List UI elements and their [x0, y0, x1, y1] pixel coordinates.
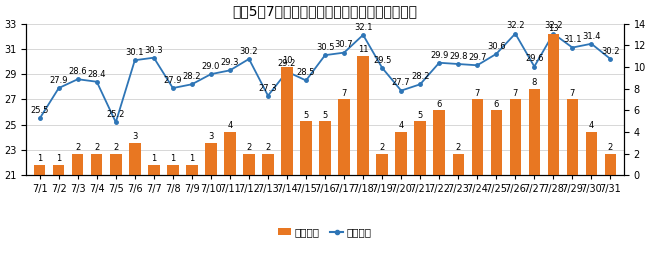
Text: 1: 1: [170, 154, 176, 163]
Text: 3: 3: [208, 132, 214, 141]
Text: 4: 4: [227, 121, 233, 131]
Text: 27.7: 27.7: [392, 78, 410, 88]
Bar: [129, 143, 140, 175]
Text: 30.6: 30.6: [487, 42, 506, 51]
Text: 8: 8: [532, 78, 537, 87]
Text: 5: 5: [322, 111, 328, 120]
Text: 2: 2: [246, 143, 252, 152]
Bar: [434, 110, 445, 175]
Text: 32.1: 32.1: [354, 23, 372, 32]
Title: 令和5年7月の日別暑さ指数（実測）と搬送者数: 令和5年7月の日別暑さ指数（実測）と搬送者数: [233, 4, 417, 18]
Text: 29.7: 29.7: [468, 53, 486, 62]
Text: 11: 11: [358, 45, 369, 54]
Bar: [281, 67, 292, 175]
Text: 29.5: 29.5: [373, 56, 391, 65]
Text: 2: 2: [94, 143, 99, 152]
Bar: [205, 143, 216, 175]
Bar: [186, 165, 198, 175]
Text: 3: 3: [132, 132, 138, 141]
Bar: [376, 154, 388, 175]
Text: 1: 1: [56, 154, 61, 163]
Bar: [53, 165, 64, 175]
Bar: [263, 154, 274, 175]
Text: 29.6: 29.6: [525, 54, 543, 63]
Text: 6: 6: [493, 100, 499, 109]
Text: 30.2: 30.2: [601, 47, 619, 56]
Text: 28.2: 28.2: [183, 72, 201, 81]
Text: 2: 2: [113, 143, 118, 152]
Text: 2: 2: [380, 143, 385, 152]
Bar: [452, 154, 464, 175]
Bar: [339, 99, 350, 175]
Bar: [167, 165, 179, 175]
Text: 32.2: 32.2: [544, 21, 563, 31]
Text: 30.3: 30.3: [144, 46, 163, 55]
Text: 28.2: 28.2: [411, 72, 430, 81]
Bar: [300, 121, 312, 175]
Text: 4: 4: [589, 121, 594, 131]
Text: 2: 2: [456, 143, 461, 152]
Text: 28.5: 28.5: [297, 68, 315, 77]
Bar: [604, 154, 616, 175]
Text: 30.5: 30.5: [316, 43, 334, 52]
Text: 5: 5: [417, 111, 422, 120]
Text: 13: 13: [548, 24, 558, 33]
Bar: [224, 132, 236, 175]
Text: 10: 10: [281, 56, 292, 65]
Text: 29.2: 29.2: [278, 60, 296, 68]
Text: 25.5: 25.5: [31, 106, 49, 115]
Bar: [72, 154, 83, 175]
Text: 27.9: 27.9: [164, 76, 182, 85]
Bar: [148, 165, 159, 175]
Bar: [395, 132, 407, 175]
Text: 7: 7: [513, 89, 518, 98]
Text: 7: 7: [341, 89, 346, 98]
Text: 2: 2: [265, 143, 270, 152]
Text: 7: 7: [569, 89, 575, 98]
Text: 5: 5: [304, 111, 309, 120]
Text: 28.4: 28.4: [88, 70, 106, 78]
Bar: [491, 110, 502, 175]
Text: 27.9: 27.9: [49, 76, 68, 85]
Text: 31.4: 31.4: [582, 32, 601, 41]
Text: 1: 1: [189, 154, 194, 163]
Legend: 搬送者数, 暸さ指数: 搬送者数, 暸さ指数: [274, 223, 376, 242]
Text: 31.1: 31.1: [563, 35, 582, 44]
Text: 30.7: 30.7: [335, 40, 354, 49]
Text: 25.2: 25.2: [107, 110, 125, 119]
Text: 28.6: 28.6: [68, 67, 87, 76]
Text: 7: 7: [474, 89, 480, 98]
Text: 4: 4: [398, 121, 404, 131]
Text: 32.2: 32.2: [506, 21, 525, 31]
Bar: [243, 154, 255, 175]
Text: 29.9: 29.9: [430, 51, 448, 60]
Text: 1: 1: [151, 154, 157, 163]
Bar: [471, 99, 483, 175]
Text: 29.3: 29.3: [221, 58, 239, 67]
Text: 30.2: 30.2: [240, 47, 258, 56]
Text: 30.1: 30.1: [125, 48, 144, 57]
Text: 2: 2: [608, 143, 613, 152]
Bar: [548, 34, 559, 175]
Bar: [528, 89, 540, 175]
Bar: [358, 56, 369, 175]
Text: 2: 2: [75, 143, 81, 152]
Bar: [567, 99, 578, 175]
Bar: [110, 154, 122, 175]
Bar: [34, 165, 46, 175]
Text: 29.8: 29.8: [449, 52, 467, 61]
Bar: [586, 132, 597, 175]
Text: 29.0: 29.0: [202, 62, 220, 71]
Bar: [319, 121, 331, 175]
Text: 27.3: 27.3: [259, 83, 278, 92]
Bar: [510, 99, 521, 175]
Bar: [91, 154, 103, 175]
Bar: [415, 121, 426, 175]
Text: 1: 1: [37, 154, 42, 163]
Text: 6: 6: [437, 100, 442, 109]
